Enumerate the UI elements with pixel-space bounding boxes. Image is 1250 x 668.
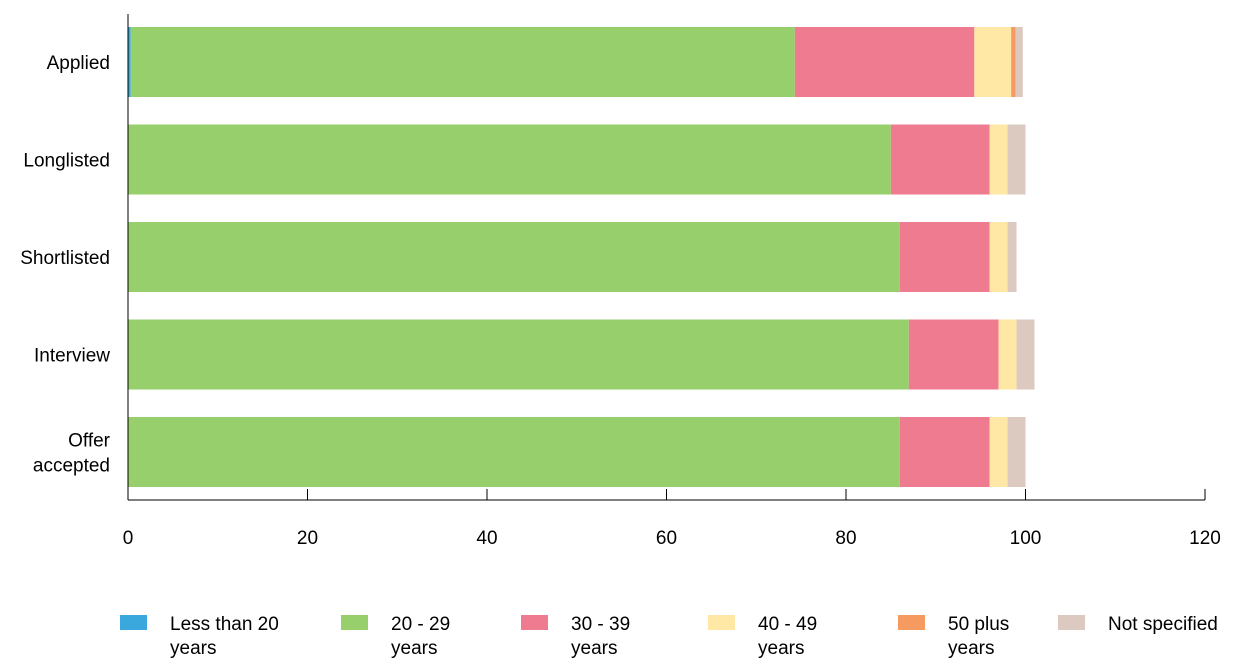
category-label: Shortlisted — [20, 248, 110, 269]
legend-label: 20 - 29 years — [391, 614, 450, 659]
legend-label-line: years — [758, 638, 804, 659]
bar-segment-5-0 — [1015, 27, 1023, 97]
category-label-line: Offer — [68, 431, 111, 452]
legend-swatch — [341, 615, 368, 630]
bar-segment-3-4 — [989, 417, 1008, 487]
legend-swatch — [120, 615, 147, 630]
bar-segment-5-2 — [1007, 222, 1017, 292]
x-ticks-layer: 0 20 40 60 80 100 120 — [123, 489, 1221, 549]
x-tick-label: 60 — [656, 528, 677, 549]
legend-label: Not specified — [1108, 614, 1218, 635]
bar-segment-3-3 — [998, 319, 1017, 390]
bar-segment-1-4 — [128, 417, 900, 487]
bar-segment-5-1 — [1007, 124, 1026, 195]
category-label-line: accepted — [33, 456, 110, 477]
legend: Less than 20 years 20 - 29 years 30 - 39 year… — [120, 614, 1218, 659]
bar-segment-2-3 — [908, 319, 999, 390]
x-tick-label: 0 — [123, 528, 134, 549]
category-label: Interview — [34, 346, 110, 367]
legend-label-line: years — [571, 638, 617, 659]
bar-segment-1-0 — [130, 27, 795, 97]
bar-segment-2-0 — [794, 27, 975, 97]
bar-segment-5-3 — [1016, 319, 1035, 390]
legend-label-line: 50 plus — [948, 614, 1009, 635]
category-labels-layer: Applied Longlisted Shortlisted Interview Off… — [20, 53, 110, 477]
legend-label-line: years — [948, 638, 994, 659]
category-label: Longlisted — [23, 151, 110, 172]
bar-segment-0-0 — [128, 27, 131, 97]
legend-swatch — [521, 615, 548, 630]
bar-segment-4-0 — [1011, 27, 1016, 97]
x-tick-label: 20 — [297, 528, 318, 549]
legend-label-line: years — [170, 638, 216, 659]
legend-swatch — [898, 615, 925, 630]
category-label: Offer accepted — [33, 431, 111, 477]
category-label-line: Applied — [47, 53, 110, 74]
bar-segment-1-2 — [128, 222, 900, 292]
legend-swatch — [708, 615, 735, 630]
bar-segment-3-2 — [989, 222, 1008, 292]
x-tick-label: 100 — [1010, 528, 1042, 549]
legend-label: 40 - 49 years — [758, 614, 817, 659]
x-tick-label: 40 — [476, 528, 497, 549]
x-tick-label: 80 — [835, 528, 856, 549]
bar-segment-1-3 — [128, 319, 909, 390]
legend-label-line: 30 - 39 — [571, 614, 630, 635]
category-label-line: Interview — [34, 346, 110, 367]
category-label: Applied — [47, 53, 110, 74]
legend-label: 30 - 39 years — [571, 614, 630, 659]
legend-label-line: 40 - 49 — [758, 614, 817, 635]
bar-segment-2-4 — [899, 417, 990, 487]
legend-swatch — [1058, 615, 1085, 630]
category-label-line: Shortlisted — [20, 248, 110, 269]
x-tick-label: 120 — [1189, 528, 1221, 549]
legend-label-line: Less than 20 — [170, 614, 279, 635]
legend-label-line: 20 - 29 — [391, 614, 450, 635]
legend-label: 50 plus years — [948, 614, 1009, 659]
bar-segment-5-4 — [1007, 417, 1026, 487]
bar-segment-3-0 — [974, 27, 1012, 97]
legend-label-line: Not specified — [1108, 614, 1218, 635]
bars-layer — [128, 27, 1035, 487]
bar-segment-1-1 — [128, 124, 891, 195]
bar-segment-2-1 — [890, 124, 990, 195]
bar-segment-2-2 — [899, 222, 990, 292]
bar-segment-3-1 — [989, 124, 1008, 195]
category-label-line: Longlisted — [23, 151, 110, 172]
legend-label: Less than 20 years — [170, 614, 279, 659]
legend-label-line: years — [391, 638, 437, 659]
